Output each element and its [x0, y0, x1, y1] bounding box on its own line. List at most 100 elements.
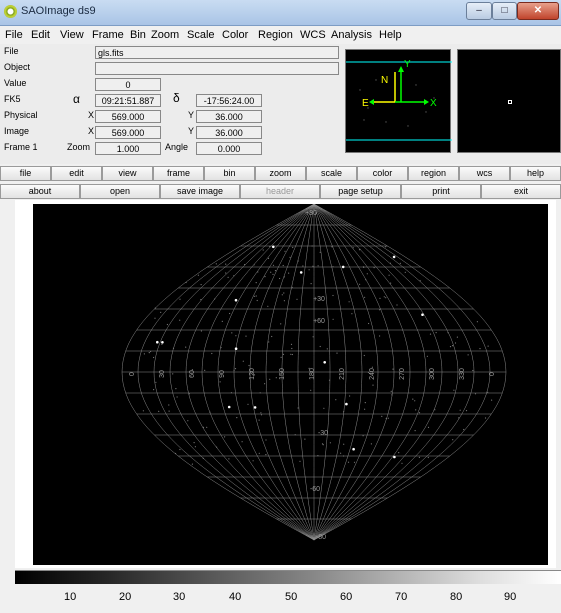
star-point	[323, 407, 325, 409]
physical-x-label: X	[88, 110, 95, 120]
button-print[interactable]: print	[401, 184, 481, 199]
pan-box-marker[interactable]	[508, 100, 512, 104]
zoom-field: 1.000	[95, 142, 161, 155]
button-about[interactable]: about	[0, 184, 80, 199]
star-point	[419, 280, 421, 282]
menu-zoom[interactable]: Zoom	[151, 29, 180, 41]
menu-wcs[interactable]: WCS	[300, 29, 326, 41]
star-point	[412, 398, 414, 400]
angle-field: 0.000	[196, 142, 262, 155]
star-point	[332, 266, 334, 268]
button-view[interactable]: view	[102, 166, 153, 181]
button-file[interactable]: file	[0, 166, 51, 181]
panner-panel[interactable]	[457, 49, 561, 153]
button-exit[interactable]: exit	[481, 184, 561, 199]
menu-region[interactable]: Region	[258, 29, 293, 41]
star-point	[297, 407, 299, 409]
star-point	[296, 298, 298, 300]
close-button[interactable]: ✕	[517, 2, 559, 20]
minimize-button[interactable]: –	[466, 2, 492, 20]
maximize-button[interactable]: □	[492, 2, 517, 20]
star-point	[257, 271, 259, 273]
button-page-setup[interactable]: page setup	[320, 184, 401, 199]
menu-edit[interactable]: Edit	[31, 29, 50, 41]
button-header[interactable]: header	[240, 184, 320, 199]
star-point	[290, 343, 293, 345]
star-point	[235, 335, 237, 337]
image-canvas[interactable]: +80 +60 +30 -30 -60 -80 0 30 60 90 120 150 180…	[33, 203, 548, 565]
star-point	[219, 381, 221, 383]
button-scale[interactable]: scale	[306, 166, 357, 181]
star-point	[393, 455, 396, 459]
star-point	[166, 323, 168, 326]
star-point	[252, 460, 254, 462]
star-point	[255, 295, 257, 297]
star-point	[379, 297, 381, 299]
star-point	[381, 415, 383, 417]
star-point	[244, 264, 246, 266]
star-point	[275, 377, 277, 379]
star-point	[283, 276, 285, 278]
star-point	[225, 263, 227, 265]
button-region[interactable]: region	[408, 166, 459, 181]
image-x-field: 569.000	[95, 126, 161, 139]
star-point	[191, 463, 193, 465]
star-point	[332, 294, 334, 297]
button-bin[interactable]: bin	[204, 166, 255, 181]
button-zoom[interactable]: zoom	[255, 166, 306, 181]
magnifier-panel[interactable]: N E X Y	[345, 49, 452, 153]
star-point	[262, 249, 264, 251]
star-point	[364, 296, 366, 298]
star-point	[484, 417, 487, 419]
star-point	[366, 273, 368, 275]
button-color[interactable]: color	[357, 166, 408, 181]
menu-view[interactable]: View	[60, 29, 84, 41]
star-point	[245, 335, 247, 337]
menu-analysis[interactable]: Analysis	[331, 29, 372, 41]
y-axis-label: Y	[404, 59, 411, 70]
star-point	[269, 378, 271, 380]
ra-equator-label: 210	[339, 368, 346, 380]
menu-scale[interactable]: Scale	[187, 29, 215, 41]
menu-file[interactable]: File	[5, 29, 23, 41]
star-point	[253, 264, 255, 266]
star-point	[323, 361, 327, 364]
star-point	[363, 266, 365, 268]
star-point	[209, 411, 211, 413]
menu-bin[interactable]: Bin	[130, 29, 146, 41]
button-edit[interactable]: edit	[51, 166, 102, 181]
zoom-label: Zoom	[67, 142, 91, 152]
colorbar-tick: 60	[340, 591, 353, 603]
button-bar-minor: about open save image header page setup …	[0, 184, 561, 199]
menu-frame[interactable]: Frame	[92, 29, 124, 41]
button-help[interactable]: help	[510, 166, 561, 181]
star-point	[248, 364, 250, 367]
star-point	[399, 262, 401, 264]
star-point	[280, 356, 282, 358]
star-point	[282, 353, 285, 355]
magnifier-view: N E X Y	[346, 59, 452, 141]
star-point	[267, 305, 269, 307]
star-point	[143, 353, 145, 355]
button-open[interactable]: open	[80, 184, 160, 199]
star-point	[385, 418, 387, 420]
menu-help[interactable]: Help	[379, 29, 402, 41]
star-point	[148, 352, 150, 354]
global-sinusoidal-grid: +80 +60 +30 -30 -60 -80 0 30 60 90 120 150 180…	[121, 203, 507, 541]
ra-equator-label: 150	[279, 368, 286, 380]
star-point	[161, 343, 163, 345]
star-point	[234, 368, 237, 370]
star-point	[390, 282, 392, 284]
star-point	[370, 443, 372, 445]
star-point	[351, 313, 353, 315]
coordinate-grid	[121, 203, 507, 541]
button-frame[interactable]: frame	[153, 166, 204, 181]
star-point	[175, 452, 177, 455]
menu-color[interactable]: Color	[222, 29, 249, 41]
button-wcs[interactable]: wcs	[459, 166, 510, 181]
star-point	[343, 443, 345, 445]
button-save-image[interactable]: save image	[160, 184, 240, 199]
star-point	[329, 442, 331, 444]
colorbar[interactable]	[15, 570, 561, 584]
star-point	[414, 430, 416, 432]
